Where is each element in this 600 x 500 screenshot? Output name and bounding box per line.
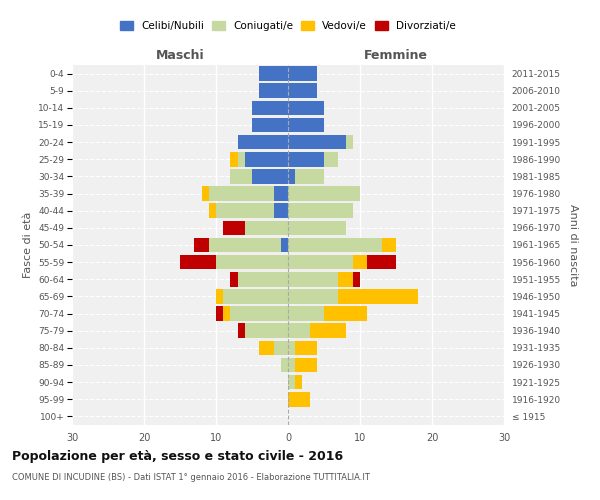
Bar	[194, 238, 209, 252]
Text: Femmine: Femmine	[364, 48, 428, 62]
Bar	[310, 324, 346, 338]
Bar	[216, 306, 223, 321]
Text: Maschi: Maschi	[155, 48, 205, 62]
Legend: Celibi/Nubili, Coniugati/e, Vedovi/e, Divorziati/e: Celibi/Nubili, Coniugati/e, Vedovi/e, Di…	[120, 21, 456, 31]
Bar	[338, 272, 353, 286]
Bar	[259, 84, 288, 98]
Bar	[230, 152, 238, 166]
Bar	[209, 186, 274, 201]
Bar	[288, 169, 295, 184]
Bar	[346, 135, 353, 150]
Bar	[230, 306, 288, 321]
Bar	[295, 340, 317, 355]
Bar	[259, 340, 274, 355]
Bar	[238, 152, 245, 166]
Bar	[382, 238, 396, 252]
Bar	[288, 186, 360, 201]
Bar	[288, 66, 317, 81]
Bar	[288, 272, 338, 286]
Bar	[223, 306, 230, 321]
Bar	[216, 204, 274, 218]
Bar	[245, 220, 288, 235]
Y-axis label: Anni di nascita: Anni di nascita	[568, 204, 578, 286]
Bar	[238, 324, 245, 338]
Bar	[202, 186, 209, 201]
Bar	[209, 238, 281, 252]
Bar	[288, 392, 310, 406]
Bar	[288, 84, 317, 98]
Bar	[274, 340, 288, 355]
Bar	[288, 324, 310, 338]
Bar	[324, 152, 338, 166]
Bar	[288, 255, 353, 270]
Bar	[230, 169, 252, 184]
Text: COMUNE DI INCUDINE (BS) - Dati ISTAT 1° gennaio 2016 - Elaborazione TUTTITALIA.I: COMUNE DI INCUDINE (BS) - Dati ISTAT 1° …	[12, 472, 370, 482]
Bar	[230, 272, 238, 286]
Bar	[288, 238, 382, 252]
Text: Popolazione per età, sesso e stato civile - 2016: Popolazione per età, sesso e stato civil…	[12, 450, 343, 463]
Bar	[252, 169, 288, 184]
Bar	[288, 118, 324, 132]
Bar	[295, 169, 324, 184]
Bar	[288, 100, 324, 115]
Bar	[288, 306, 324, 321]
Bar	[216, 289, 223, 304]
Bar	[274, 186, 288, 201]
Bar	[281, 358, 288, 372]
Bar	[180, 255, 216, 270]
Bar	[223, 289, 288, 304]
Bar	[295, 358, 317, 372]
Bar	[209, 204, 216, 218]
Bar	[238, 135, 288, 150]
Bar	[295, 375, 302, 390]
Bar	[288, 340, 295, 355]
Bar	[238, 272, 288, 286]
Bar	[223, 220, 245, 235]
Bar	[353, 255, 367, 270]
Bar	[288, 152, 324, 166]
Bar	[252, 100, 288, 115]
Y-axis label: Fasce di età: Fasce di età	[23, 212, 32, 278]
Bar	[288, 220, 346, 235]
Bar	[288, 358, 295, 372]
Bar	[245, 324, 288, 338]
Bar	[288, 289, 338, 304]
Bar	[324, 306, 367, 321]
Bar	[288, 204, 353, 218]
Bar	[216, 255, 288, 270]
Bar	[288, 135, 346, 150]
Bar	[274, 204, 288, 218]
Bar	[353, 272, 360, 286]
Bar	[245, 152, 288, 166]
Bar	[281, 238, 288, 252]
Bar	[252, 118, 288, 132]
Bar	[367, 255, 396, 270]
Bar	[259, 66, 288, 81]
Bar	[338, 289, 418, 304]
Bar	[288, 375, 295, 390]
